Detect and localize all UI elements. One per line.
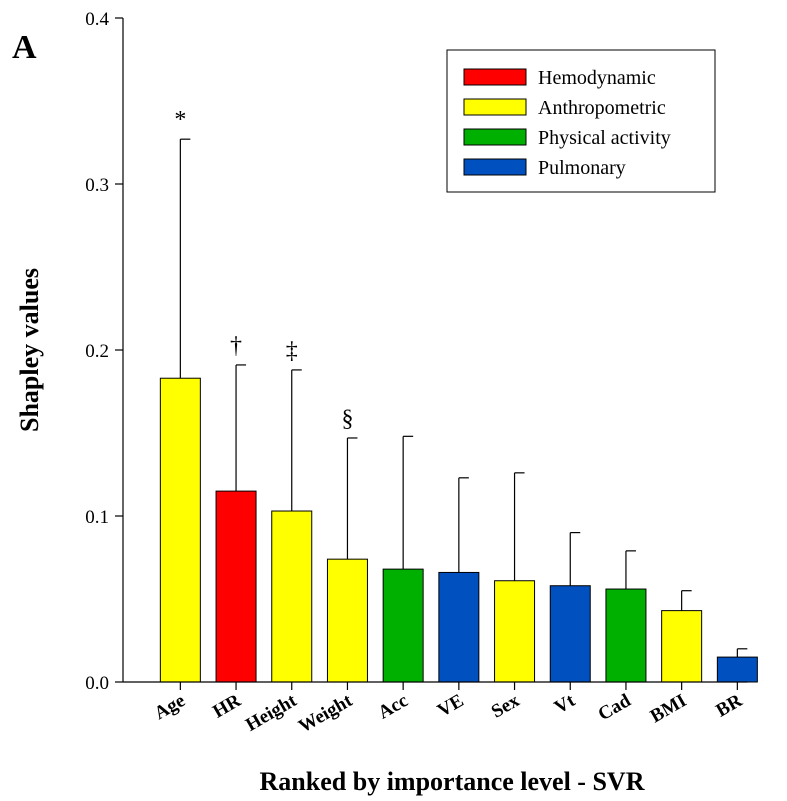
bar-sex xyxy=(494,580,536,683)
bar-weight xyxy=(326,558,368,683)
significance-mark: * xyxy=(174,107,186,133)
significance-mark: ‡ xyxy=(286,338,298,364)
y-tick-label: 0.0 xyxy=(85,673,109,694)
error-bars xyxy=(179,138,748,658)
bar-age xyxy=(159,377,201,683)
legend-swatch xyxy=(463,128,527,146)
y-tick-label: 0.3 xyxy=(85,175,109,196)
bar-cad xyxy=(605,588,647,683)
error-bar-cad xyxy=(625,550,636,590)
x-tick-label: Sex xyxy=(488,690,524,723)
legend-swatch xyxy=(463,98,527,116)
error-bar-bmi xyxy=(681,590,692,611)
x-tick-label: Weight xyxy=(295,690,356,738)
legend-label: Anthropometric xyxy=(538,97,666,119)
error-bar-acc xyxy=(402,435,414,570)
x-tick-label: VE xyxy=(434,690,467,721)
bar-vt xyxy=(549,585,591,683)
error-bar-height xyxy=(291,369,302,512)
legend-label: Pulmonary xyxy=(538,157,626,179)
x-tick-label: Vt xyxy=(551,690,579,719)
error-bar-ve xyxy=(458,477,469,573)
significance-marks: * † ‡ § xyxy=(174,107,353,432)
x-tick-label: HR xyxy=(209,690,244,723)
x-tick-label: BR xyxy=(712,690,746,722)
error-bar-age xyxy=(179,138,191,379)
bar-hr xyxy=(215,490,257,683)
y-axis-title: Shapley values xyxy=(15,268,44,432)
y-tick-label: 0.1 xyxy=(85,507,109,528)
y-tick-label: 0.4 xyxy=(85,9,109,30)
legend: Hemodynamic Anthropometric Physical activi… xyxy=(446,49,716,193)
x-axis-title: Ranked by importance level - SVR xyxy=(260,767,645,796)
error-bar-weight xyxy=(346,437,358,560)
significance-mark: † xyxy=(230,333,242,359)
x-tick-label: Acc xyxy=(375,690,412,723)
bar-br xyxy=(716,656,758,683)
panel-label: A xyxy=(12,29,37,66)
significance-mark: § xyxy=(341,406,353,432)
x-tick-label: Height xyxy=(242,690,301,736)
y-axis: 0.0 0.1 0.2 0.3 0.4 xyxy=(85,9,124,694)
legend-swatch xyxy=(463,158,527,176)
legend-label: Hemodynamic xyxy=(538,67,656,89)
x-tick-label: Age xyxy=(151,690,189,724)
x-tick-label: BMI xyxy=(647,690,690,727)
error-bar-hr xyxy=(235,364,247,492)
bar-ve xyxy=(438,571,480,683)
x-tick-label: Cad xyxy=(595,690,635,725)
y-tick-label: 0.2 xyxy=(85,341,109,362)
legend-label: Physical activity xyxy=(538,127,671,149)
error-bar-sex xyxy=(513,472,525,581)
error-bar-vt xyxy=(569,531,581,586)
legend-swatch xyxy=(463,68,527,86)
error-bar-br xyxy=(736,648,748,658)
bar-bmi xyxy=(661,610,703,683)
bar-height xyxy=(271,510,313,683)
bar-acc xyxy=(382,568,424,683)
